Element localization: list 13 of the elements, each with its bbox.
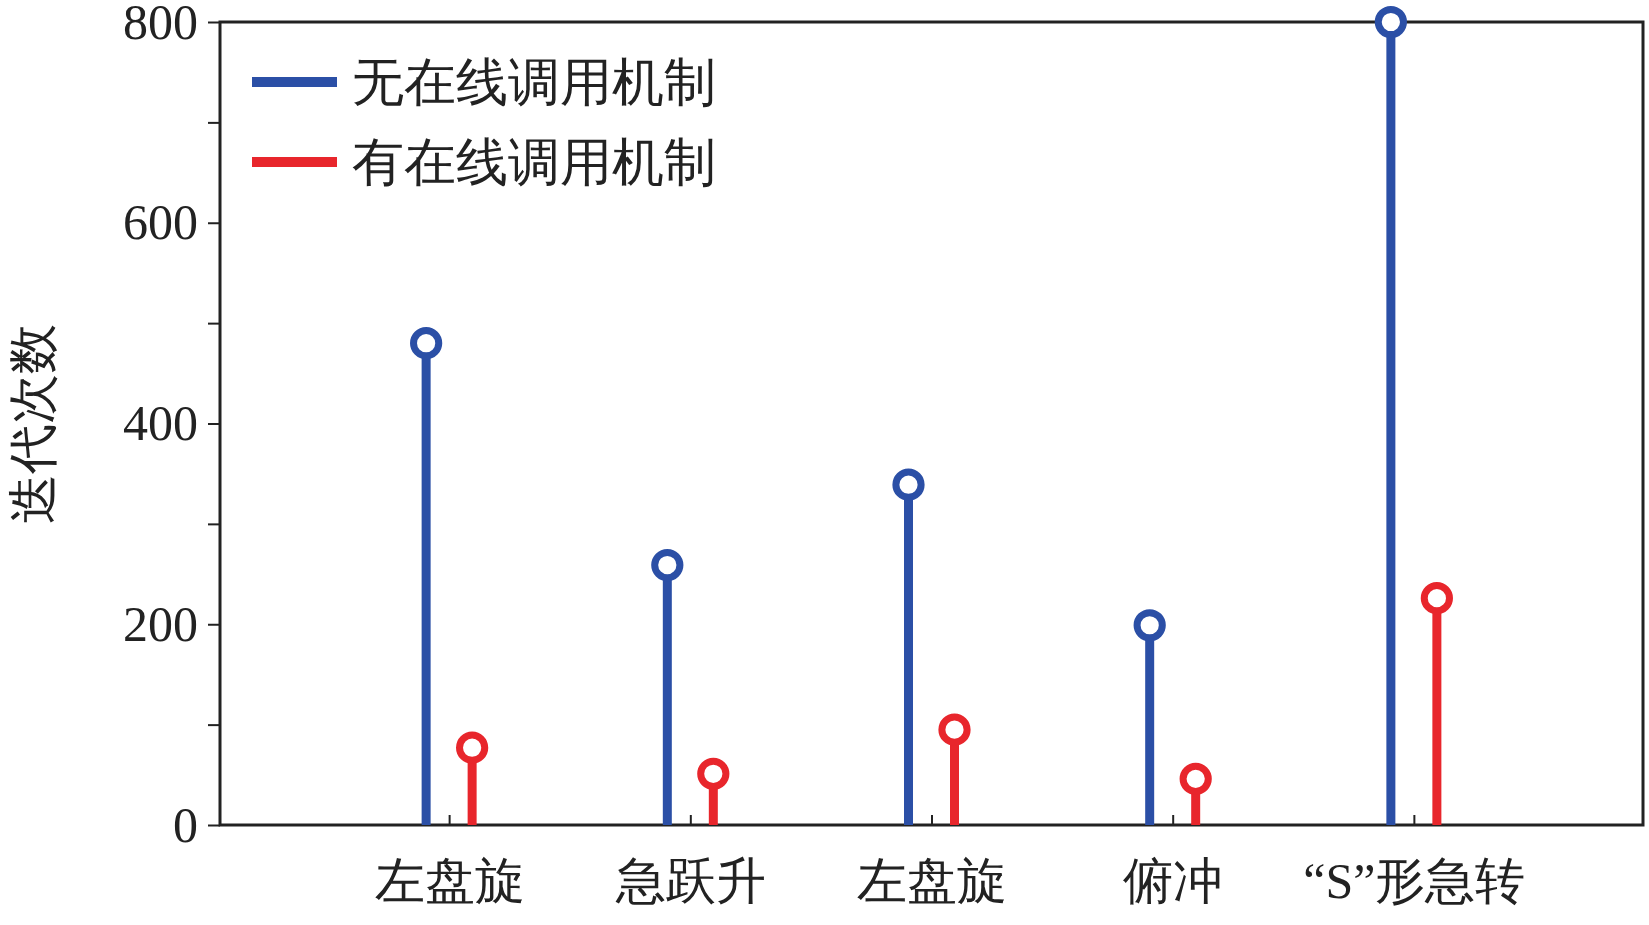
y-tick-label: 800 [123,0,198,50]
legend-label: 无在线调用机制 [352,54,716,111]
y-tick-label: 200 [123,595,198,652]
legend-label: 有在线调用机制 [352,134,716,191]
x-tick-label: 俯冲 [1123,853,1224,909]
y-tick-label: 600 [123,194,198,251]
x-tick-label: “S”形急转 [1303,853,1526,909]
x-tick-label: 左盘旋 [857,853,1007,909]
y-tick-label: 0 [173,796,198,853]
y-tick-label: 400 [123,395,198,451]
y-axis-title: 迭代次数 [5,323,61,524]
x-tick-label: 左盘旋 [374,853,525,909]
x-tick-label: 急跃升 [614,853,766,909]
